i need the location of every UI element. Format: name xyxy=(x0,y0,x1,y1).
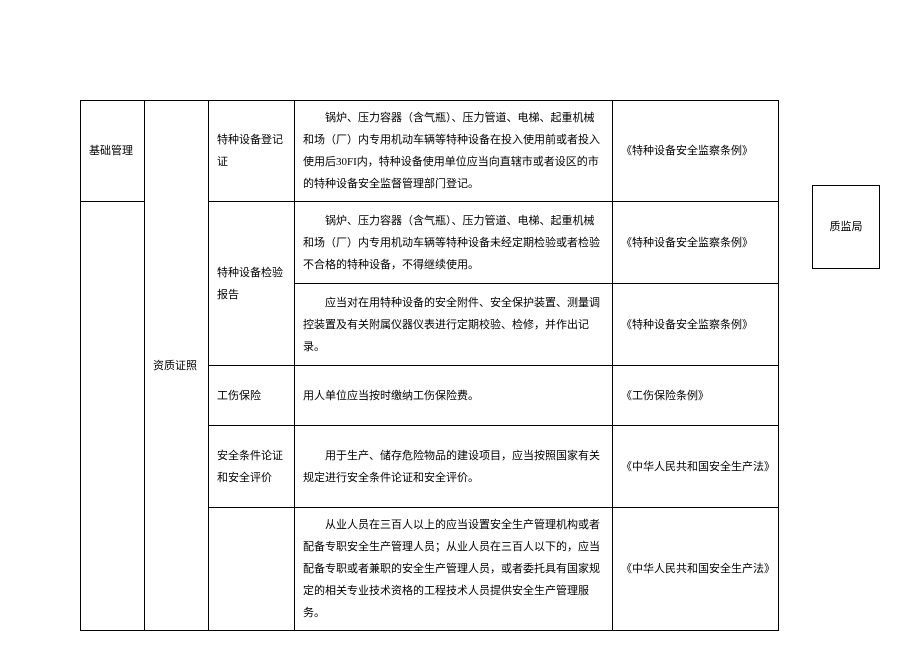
cell-law: 《特种设备安全监察条例》 xyxy=(613,202,779,284)
cell-item: 工伤保险 xyxy=(209,366,295,426)
cell-law: 《中华人民共和国安全生产法》 xyxy=(613,508,779,631)
cell-law: 《工伤保险条例》 xyxy=(613,366,779,426)
table-row: 基础管理 资质证照 特种设备登记证 锅炉、压力容器（含气瓶）、压力管道、电梯、起… xyxy=(81,101,779,202)
page: 基础管理 资质证照 特种设备登记证 锅炉、压力容器（含气瓶）、压力管道、电梯、起… xyxy=(0,0,920,651)
cell-description: 用于生产、储存危险物品的建设项目，应当按照国家有关规定进行安全条件论证和安全评价… xyxy=(295,426,613,508)
cell-item: 特种设备登记证 xyxy=(209,101,295,202)
authority-text: 质监局 xyxy=(830,216,863,238)
cell-item: 安全条件论证和安全评价 xyxy=(209,426,295,508)
cell-description: 用人单位应当按时缴纳工伤保险费。 xyxy=(295,366,613,426)
cell-description: 从业人员在三百人以上的应当设置安全生产管理机构或者配备专职安全生产管理人员；从业… xyxy=(295,508,613,631)
cell-subcategory: 资质证照 xyxy=(145,101,209,631)
cell-category-empty xyxy=(81,202,145,631)
cell-item: 特种设备检验报告 xyxy=(209,202,295,366)
cell-law: 《中华人民共和国安全生产法》 xyxy=(613,426,779,508)
authority-box: 质监局 xyxy=(812,185,880,269)
regulation-table: 基础管理 资质证照 特种设备登记证 锅炉、压力容器（含气瓶）、压力管道、电梯、起… xyxy=(80,100,779,631)
cell-category: 基础管理 xyxy=(81,101,145,202)
cell-item-empty xyxy=(209,508,295,631)
cell-law: 《特种设备安全监察条例》 xyxy=(613,101,779,202)
cell-law: 《特种设备安全监察条例》 xyxy=(613,284,779,366)
cell-description: 锅炉、压力容器（含气瓶）、压力管道、电梯、起重机械和场（厂）内专用机动车辆等特种… xyxy=(295,101,613,202)
cell-description: 应当对在用特种设备的安全附件、安全保护装置、测量调控装置及有关附属仪器仪表进行定… xyxy=(295,284,613,366)
cell-description: 锅炉、压力容器（含气瓶）、压力管道、电梯、起重机械和场（厂）内专用机动车辆等特种… xyxy=(295,202,613,284)
